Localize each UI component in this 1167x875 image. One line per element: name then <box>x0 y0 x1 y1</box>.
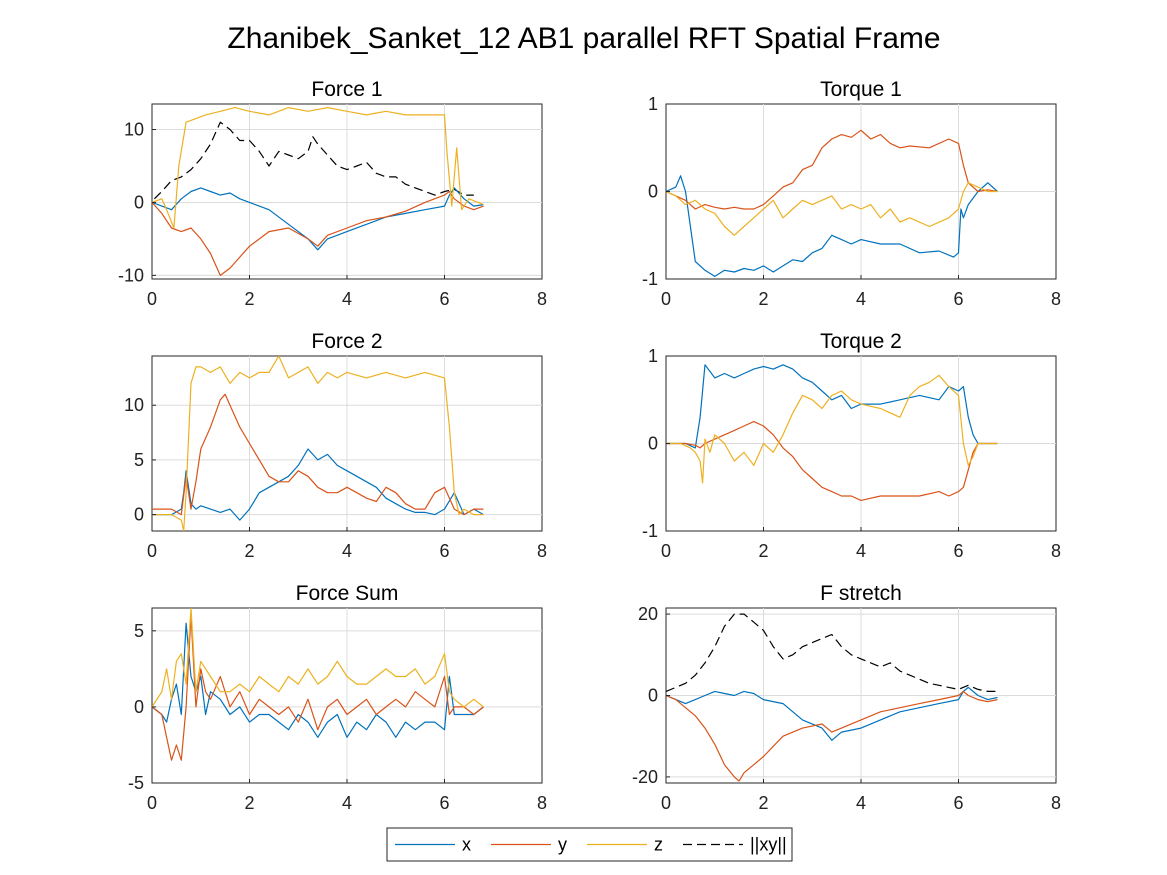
series-line-x <box>152 622 484 738</box>
y-tick-label: 5 <box>134 450 144 470</box>
x-tick-label: 2 <box>244 793 254 813</box>
x-tick-label: 8 <box>537 793 547 813</box>
series-line-y <box>152 190 484 276</box>
x-tick-label: 4 <box>342 793 352 813</box>
x-tick-label: 4 <box>856 289 866 309</box>
series-line-z <box>152 356 484 531</box>
y-tick-label: 0 <box>134 505 144 525</box>
x-tick-label: 6 <box>439 793 449 813</box>
subplot-title: Torque 1 <box>820 78 902 101</box>
x-tick-label: 2 <box>758 793 768 813</box>
y-tick-label: -1 <box>642 521 658 541</box>
series-line-x <box>666 175 998 277</box>
y-tick-label: 1 <box>648 94 658 114</box>
subplot-title: F stretch <box>820 582 902 605</box>
x-tick-label: 4 <box>342 289 352 309</box>
series-line-z <box>152 608 484 708</box>
x-tick-label: 6 <box>439 541 449 561</box>
x-tick-label: 0 <box>147 541 157 561</box>
figure-title: Zhanibek_Sanket_12 AB1 parallel RFT Spat… <box>227 22 940 55</box>
y-tick-label: -20 <box>632 767 658 787</box>
x-tick-label: 6 <box>439 289 449 309</box>
x-tick-label: 2 <box>758 541 768 561</box>
legend-label-xy: ||xy|| <box>750 835 787 855</box>
x-tick-label: 8 <box>537 541 547 561</box>
x-tick-label: 6 <box>953 541 963 561</box>
series-line-z <box>666 182 998 236</box>
y-tick-label: -1 <box>642 269 658 289</box>
y-tick-label: -10 <box>118 265 144 285</box>
y-tick-label: 5 <box>134 621 144 641</box>
series-line-y <box>666 129 998 210</box>
series-line-x <box>666 686 998 741</box>
x-tick-label: 2 <box>758 289 768 309</box>
x-tick-label: 6 <box>953 793 963 813</box>
series-line-y <box>152 393 484 516</box>
subplot-force-2: 0 2 4 6 8 0 5 10 Force 2 <box>124 330 547 561</box>
x-tick-label: 8 <box>537 289 547 309</box>
x-tick-label: 8 <box>1051 793 1061 813</box>
x-tick-label: 0 <box>147 289 157 309</box>
y-tick-label: 1 <box>648 346 658 366</box>
x-tick-label: 4 <box>342 541 352 561</box>
subplot-title: Force 2 <box>311 330 382 353</box>
y-tick-label: 0 <box>648 434 658 454</box>
x-tick-label: 2 <box>244 289 254 309</box>
series-line-y <box>666 690 998 782</box>
legend-label-x: x <box>462 835 471 855</box>
y-tick-label: 0 <box>134 192 144 212</box>
y-tick-label: 0 <box>648 686 658 706</box>
y-tick-label: 20 <box>638 604 658 624</box>
legend-label-y: y <box>558 835 567 855</box>
subplot-title: Force Sum <box>296 582 399 605</box>
x-tick-label: 0 <box>661 793 671 813</box>
y-tick-label: 0 <box>134 697 144 717</box>
x-tick-label: 2 <box>244 541 254 561</box>
x-tick-label: 4 <box>856 793 866 813</box>
series-line-z <box>666 374 998 484</box>
subplot-title: Torque 2 <box>820 330 902 353</box>
x-tick-label: 0 <box>661 289 671 309</box>
x-tick-label: 8 <box>1051 541 1061 561</box>
series-line-x <box>666 364 998 449</box>
x-tick-label: 6 <box>953 289 963 309</box>
series-line-xy <box>153 121 474 200</box>
series-line-z <box>152 106 484 229</box>
y-tick-label: -5 <box>128 773 144 793</box>
y-tick-label: 10 <box>124 120 144 140</box>
legend: x y z ||xy|| <box>386 827 793 862</box>
subplot-title: Force 1 <box>311 78 382 101</box>
legend-label-z: z <box>654 835 663 855</box>
x-tick-label: 4 <box>856 541 866 561</box>
series-line-y <box>152 614 484 761</box>
series-line-xy <box>666 613 998 693</box>
x-tick-label: 0 <box>147 793 157 813</box>
x-tick-label: 0 <box>661 541 671 561</box>
y-tick-label: 0 <box>648 182 658 202</box>
y-tick-label: 10 <box>124 395 144 415</box>
x-tick-label: 8 <box>1051 289 1061 309</box>
